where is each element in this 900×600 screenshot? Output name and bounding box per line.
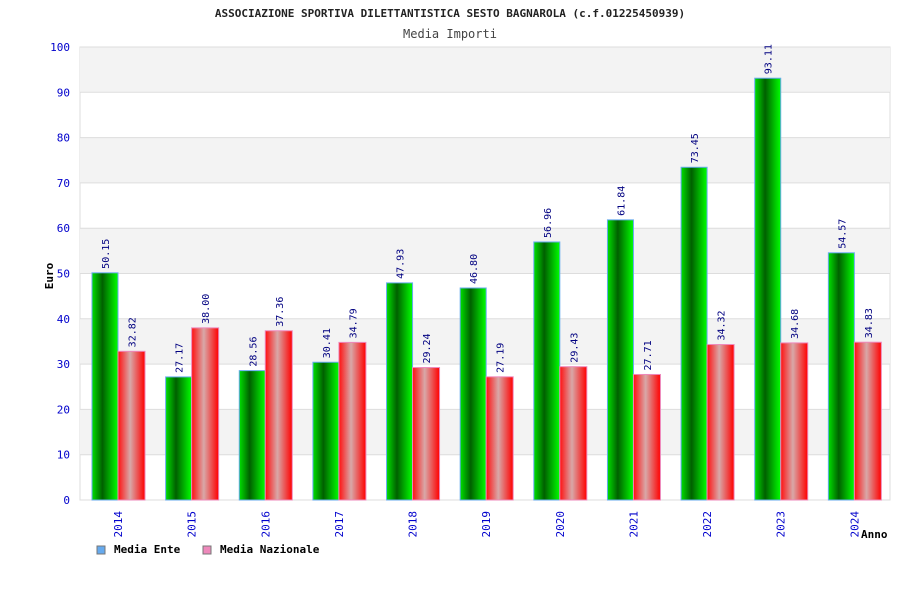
x-axis-label: Anno — [861, 528, 888, 541]
x-tick-label: 2014 — [112, 511, 125, 538]
x-tick-label: 2024 — [848, 511, 861, 538]
bar-media-nazionale — [559, 366, 588, 501]
data-label: 54.57 — [837, 219, 848, 249]
legend-swatch-media-ente — [96, 545, 106, 555]
bar-media-nazionale — [117, 350, 146, 501]
data-label: 29.43 — [569, 333, 580, 363]
bar-media-nazionale — [485, 376, 514, 501]
x-tick-label: 2016 — [259, 511, 272, 538]
x-tick-label: 2017 — [333, 511, 346, 538]
data-label: 47.93 — [396, 249, 407, 279]
data-label: 34.32 — [717, 310, 728, 340]
data-label: 61.84 — [616, 186, 627, 216]
data-label: 32.82 — [128, 317, 139, 347]
bar-media-ente — [91, 272, 119, 501]
y-tick-label: 0 — [63, 494, 70, 507]
y-tick-label: 20 — [57, 403, 70, 416]
bar-media-nazionale — [412, 367, 441, 501]
legend-swatch-media-nazionale — [202, 545, 212, 555]
bar-media-nazionale — [191, 327, 220, 501]
x-tick-label: 2020 — [554, 511, 567, 538]
data-label: 29.24 — [422, 333, 433, 363]
bar-media-nazionale — [264, 330, 293, 501]
data-label: 50.15 — [101, 239, 112, 269]
data-label: 38.00 — [201, 294, 212, 324]
bar-media-ente — [386, 282, 414, 501]
legend-label-media-ente: Media Ente — [114, 543, 181, 556]
bar-media-ente — [827, 252, 855, 501]
bar-media-ente — [459, 287, 487, 501]
y-tick-label: 60 — [57, 222, 70, 235]
bar-media-ente — [680, 166, 708, 501]
bar-media-nazionale — [780, 342, 809, 501]
x-tick-label: 2021 — [627, 511, 640, 538]
y-tick-label: 30 — [57, 358, 70, 371]
data-label: 93.11 — [764, 44, 775, 74]
data-label: 27.19 — [496, 343, 507, 373]
data-label: 27.71 — [643, 340, 654, 370]
bar-media-ente — [312, 361, 340, 501]
chart-title: ASSOCIAZIONE SPORTIVA DILETTANTISTICA SE… — [215, 7, 685, 20]
y-tick-label: 10 — [57, 449, 70, 462]
y-tick-label: 50 — [57, 268, 70, 281]
x-tick-label: 2022 — [701, 511, 714, 538]
y-tick-label: 100 — [50, 41, 70, 54]
bar-media-nazionale — [632, 373, 661, 501]
x-tick-label: 2019 — [480, 511, 493, 538]
legend: Media Ente Media Nazionale — [96, 543, 320, 556]
y-tick-label: 70 — [57, 177, 70, 190]
bar-media-ente — [754, 77, 782, 501]
legend-label-media-nazionale: Media Nazionale — [220, 543, 320, 556]
bar-media-ente — [533, 241, 561, 501]
data-label: 56.96 — [543, 208, 554, 238]
y-tick-label: 90 — [57, 86, 70, 99]
data-label: 27.17 — [175, 343, 186, 373]
data-label: 73.45 — [690, 133, 701, 163]
bar-media-ente — [165, 376, 193, 501]
bar-media-nazionale — [853, 341, 882, 501]
data-label: 28.56 — [248, 337, 259, 367]
bar-media-ente — [606, 219, 634, 501]
bar-media-nazionale — [338, 341, 367, 501]
y-tick-label: 80 — [57, 132, 70, 145]
y-tick-label: 40 — [57, 313, 70, 326]
data-label: 34.79 — [348, 308, 359, 338]
x-tick-label: 2018 — [407, 511, 420, 538]
x-tick-label: 2023 — [775, 511, 788, 538]
y-axis-label: Euro — [43, 262, 56, 289]
data-label: 37.36 — [275, 297, 286, 327]
bar-media-nazionale — [706, 344, 735, 501]
data-label: 34.68 — [790, 309, 801, 339]
data-label: 46.80 — [469, 254, 480, 284]
data-label: 34.83 — [864, 308, 875, 338]
data-label: 30.41 — [322, 328, 333, 358]
chart-subtitle: Media Importi — [403, 27, 497, 41]
bar-media-ente — [238, 370, 266, 501]
x-tick-label: 2015 — [186, 511, 199, 538]
